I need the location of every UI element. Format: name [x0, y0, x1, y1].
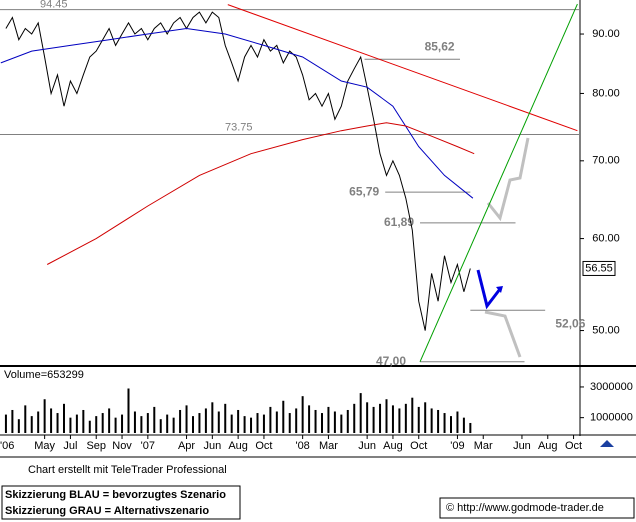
- level-label: 61,89: [384, 215, 414, 229]
- x-tick-label: Jul: [63, 440, 77, 452]
- moving-average: [0, 27, 474, 199]
- x-tick-label: Aug: [228, 440, 248, 452]
- x-tick-label: Oct: [255, 440, 272, 452]
- y-tick-label: 80.00: [592, 87, 620, 99]
- x-tick-label: Apr: [178, 440, 195, 452]
- last-price-label: 56.55: [585, 262, 613, 274]
- trendline: [227, 4, 578, 132]
- blue-scenario: [476, 269, 502, 310]
- x-tick-label: '07: [141, 440, 155, 452]
- level-label: 85,62: [425, 39, 455, 53]
- level-label: 47,00: [376, 354, 406, 368]
- level-label: 94.45: [40, 0, 68, 11]
- legend-blue: Skizzierung BLAU = bevorzugtes Szenario: [5, 489, 226, 501]
- y-tick-label: 70.00: [592, 155, 620, 167]
- moving-average: [46, 122, 475, 265]
- x-tick-label: Mar: [319, 440, 338, 452]
- y-tick-label: 90.00: [592, 28, 620, 40]
- y-tick-label: 50.00: [592, 324, 620, 336]
- x-tick-label: '09: [450, 440, 464, 452]
- legend-box: [1, 485, 241, 520]
- grey-scenario-up: [486, 137, 530, 222]
- x-tick-label: '08: [295, 440, 309, 452]
- blue-arrowhead: [496, 286, 503, 293]
- x-tick-label: '06: [0, 440, 14, 452]
- level-label: 52,06: [555, 316, 585, 330]
- url-box: [439, 497, 635, 519]
- trendline: [419, 3, 578, 363]
- last-price-box: [582, 260, 616, 276]
- x-tick-label: Aug: [538, 440, 558, 452]
- price-line: [5, 11, 471, 331]
- x-tick-label: Jun: [203, 440, 221, 452]
- url[interactable]: © http://www.godmode-trader.de: [446, 502, 604, 514]
- x-tick-label: Jun: [513, 440, 531, 452]
- x-tick-label: Nov: [112, 440, 132, 452]
- x-tick-label: May: [34, 440, 55, 452]
- scroll-icon: [600, 440, 614, 447]
- volume-title: Volume=653299: [4, 369, 84, 381]
- x-tick-label: Oct: [410, 440, 427, 452]
- y-tick-label: 60.00: [592, 232, 620, 244]
- x-tick-label: Oct: [565, 440, 582, 452]
- grey-scenario-down: [484, 310, 522, 358]
- legend-grey: Skizzierung GRAU = Alternativszenario: [5, 505, 209, 517]
- y-tick-label: 1000000: [590, 412, 633, 424]
- y-tick-label: 3000000: [590, 381, 633, 393]
- x-tick-label: Mar: [474, 440, 493, 452]
- x-tick-label: Aug: [383, 440, 403, 452]
- x-tick-label: Jun: [358, 440, 376, 452]
- x-tick-label: Sep: [86, 440, 106, 452]
- level-label: 73.75: [225, 121, 253, 133]
- level-label: 65,79: [349, 184, 379, 198]
- credit: Chart erstellt mit TeleTrader Profession…: [28, 464, 227, 476]
